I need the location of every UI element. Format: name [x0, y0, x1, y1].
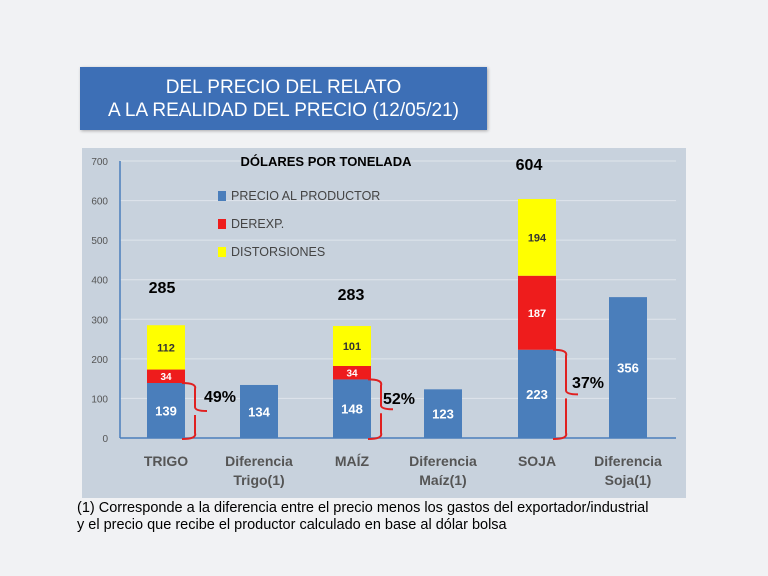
- y-tick-label: 100: [91, 394, 108, 405]
- percent-annotation: 37%: [572, 375, 604, 392]
- bar-derexp--4: [518, 275, 556, 350]
- data-label: 112: [157, 343, 175, 355]
- x-tick-label: Diferencia Soja(1): [594, 453, 662, 488]
- data-label: 356: [617, 361, 639, 376]
- data-label: 187: [528, 308, 546, 320]
- data-label: 34: [346, 369, 358, 380]
- y-tick-label: 500: [91, 236, 108, 247]
- bar-derexp--2: [333, 365, 371, 380]
- data-label: 34: [160, 372, 172, 383]
- bar-distorsiones-2: [333, 326, 371, 366]
- y-tick-label: 0: [102, 434, 108, 445]
- data-label: 134: [248, 404, 270, 419]
- bar-derexp--0: [147, 369, 185, 383]
- bar-precio-al-productor-2: [333, 379, 371, 438]
- data-label: 101: [343, 341, 361, 353]
- total-label: 283: [338, 287, 365, 304]
- legend-label: DEREXP.: [231, 217, 284, 231]
- x-tick-label: SOJA: [518, 453, 556, 469]
- x-tick-label: TRIGO: [144, 453, 188, 469]
- bracket: [552, 348, 579, 440]
- title-line-2: A LA REALIDAD DEL PRECIO (12/05/21): [108, 100, 459, 121]
- total-label: 604: [516, 157, 543, 174]
- footnote: (1) Corresponde a la diferencia entre el…: [77, 500, 767, 534]
- legend-label: PRECIO AL PRODUCTOR: [231, 189, 380, 203]
- x-tick-label: Diferencia Trigo(1): [225, 453, 293, 488]
- data-label: 139: [155, 403, 177, 418]
- data-label: 223: [526, 387, 548, 402]
- legend-swatch: [218, 191, 226, 201]
- title-box: DEL PRECIO DEL RELATO A LA REALIDAD DEL …: [80, 67, 487, 130]
- bar-precio-al-productor-4: [518, 349, 556, 438]
- footnote-line-1: (1) Corresponde a la diferencia entre el…: [77, 500, 649, 516]
- legend-swatch: [218, 247, 226, 257]
- data-label: 194: [528, 233, 547, 245]
- legend-label: DISTORSIONES: [231, 245, 325, 259]
- footnote-line-2: y el precio que recibe el productor calc…: [77, 517, 507, 533]
- bar-precio-al-productor-0: [147, 382, 185, 438]
- bracket: [181, 381, 208, 440]
- title-line-1: DEL PRECIO DEL RELATO: [165, 77, 402, 98]
- data-label: 148: [341, 402, 363, 417]
- data-label: 123: [432, 407, 454, 422]
- bracket: [367, 378, 394, 440]
- legend-swatch: [218, 219, 226, 229]
- y-tick-label: 200: [91, 355, 108, 366]
- y-tick-label: 300: [91, 315, 108, 326]
- chart-title: DÓLARES POR TONELADA: [241, 154, 413, 169]
- percent-annotation: 52%: [383, 391, 415, 408]
- total-label: 285: [149, 280, 176, 297]
- bar-distorsiones-4: [518, 198, 556, 276]
- percent-annotation: 49%: [204, 389, 236, 406]
- x-tick-label: Diferencia Maíz(1): [409, 453, 477, 488]
- bar-precio-al-productor-5: [609, 297, 647, 438]
- bar-precio-al-productor-3: [424, 389, 462, 438]
- y-tick-label: 400: [91, 276, 108, 287]
- x-tick-label: MAÍZ: [335, 453, 370, 469]
- bar-distorsiones-0: [147, 325, 185, 370]
- bar-precio-al-productor-1: [240, 384, 278, 438]
- y-tick-label: 700: [91, 157, 108, 168]
- y-tick-label: 600: [91, 197, 108, 208]
